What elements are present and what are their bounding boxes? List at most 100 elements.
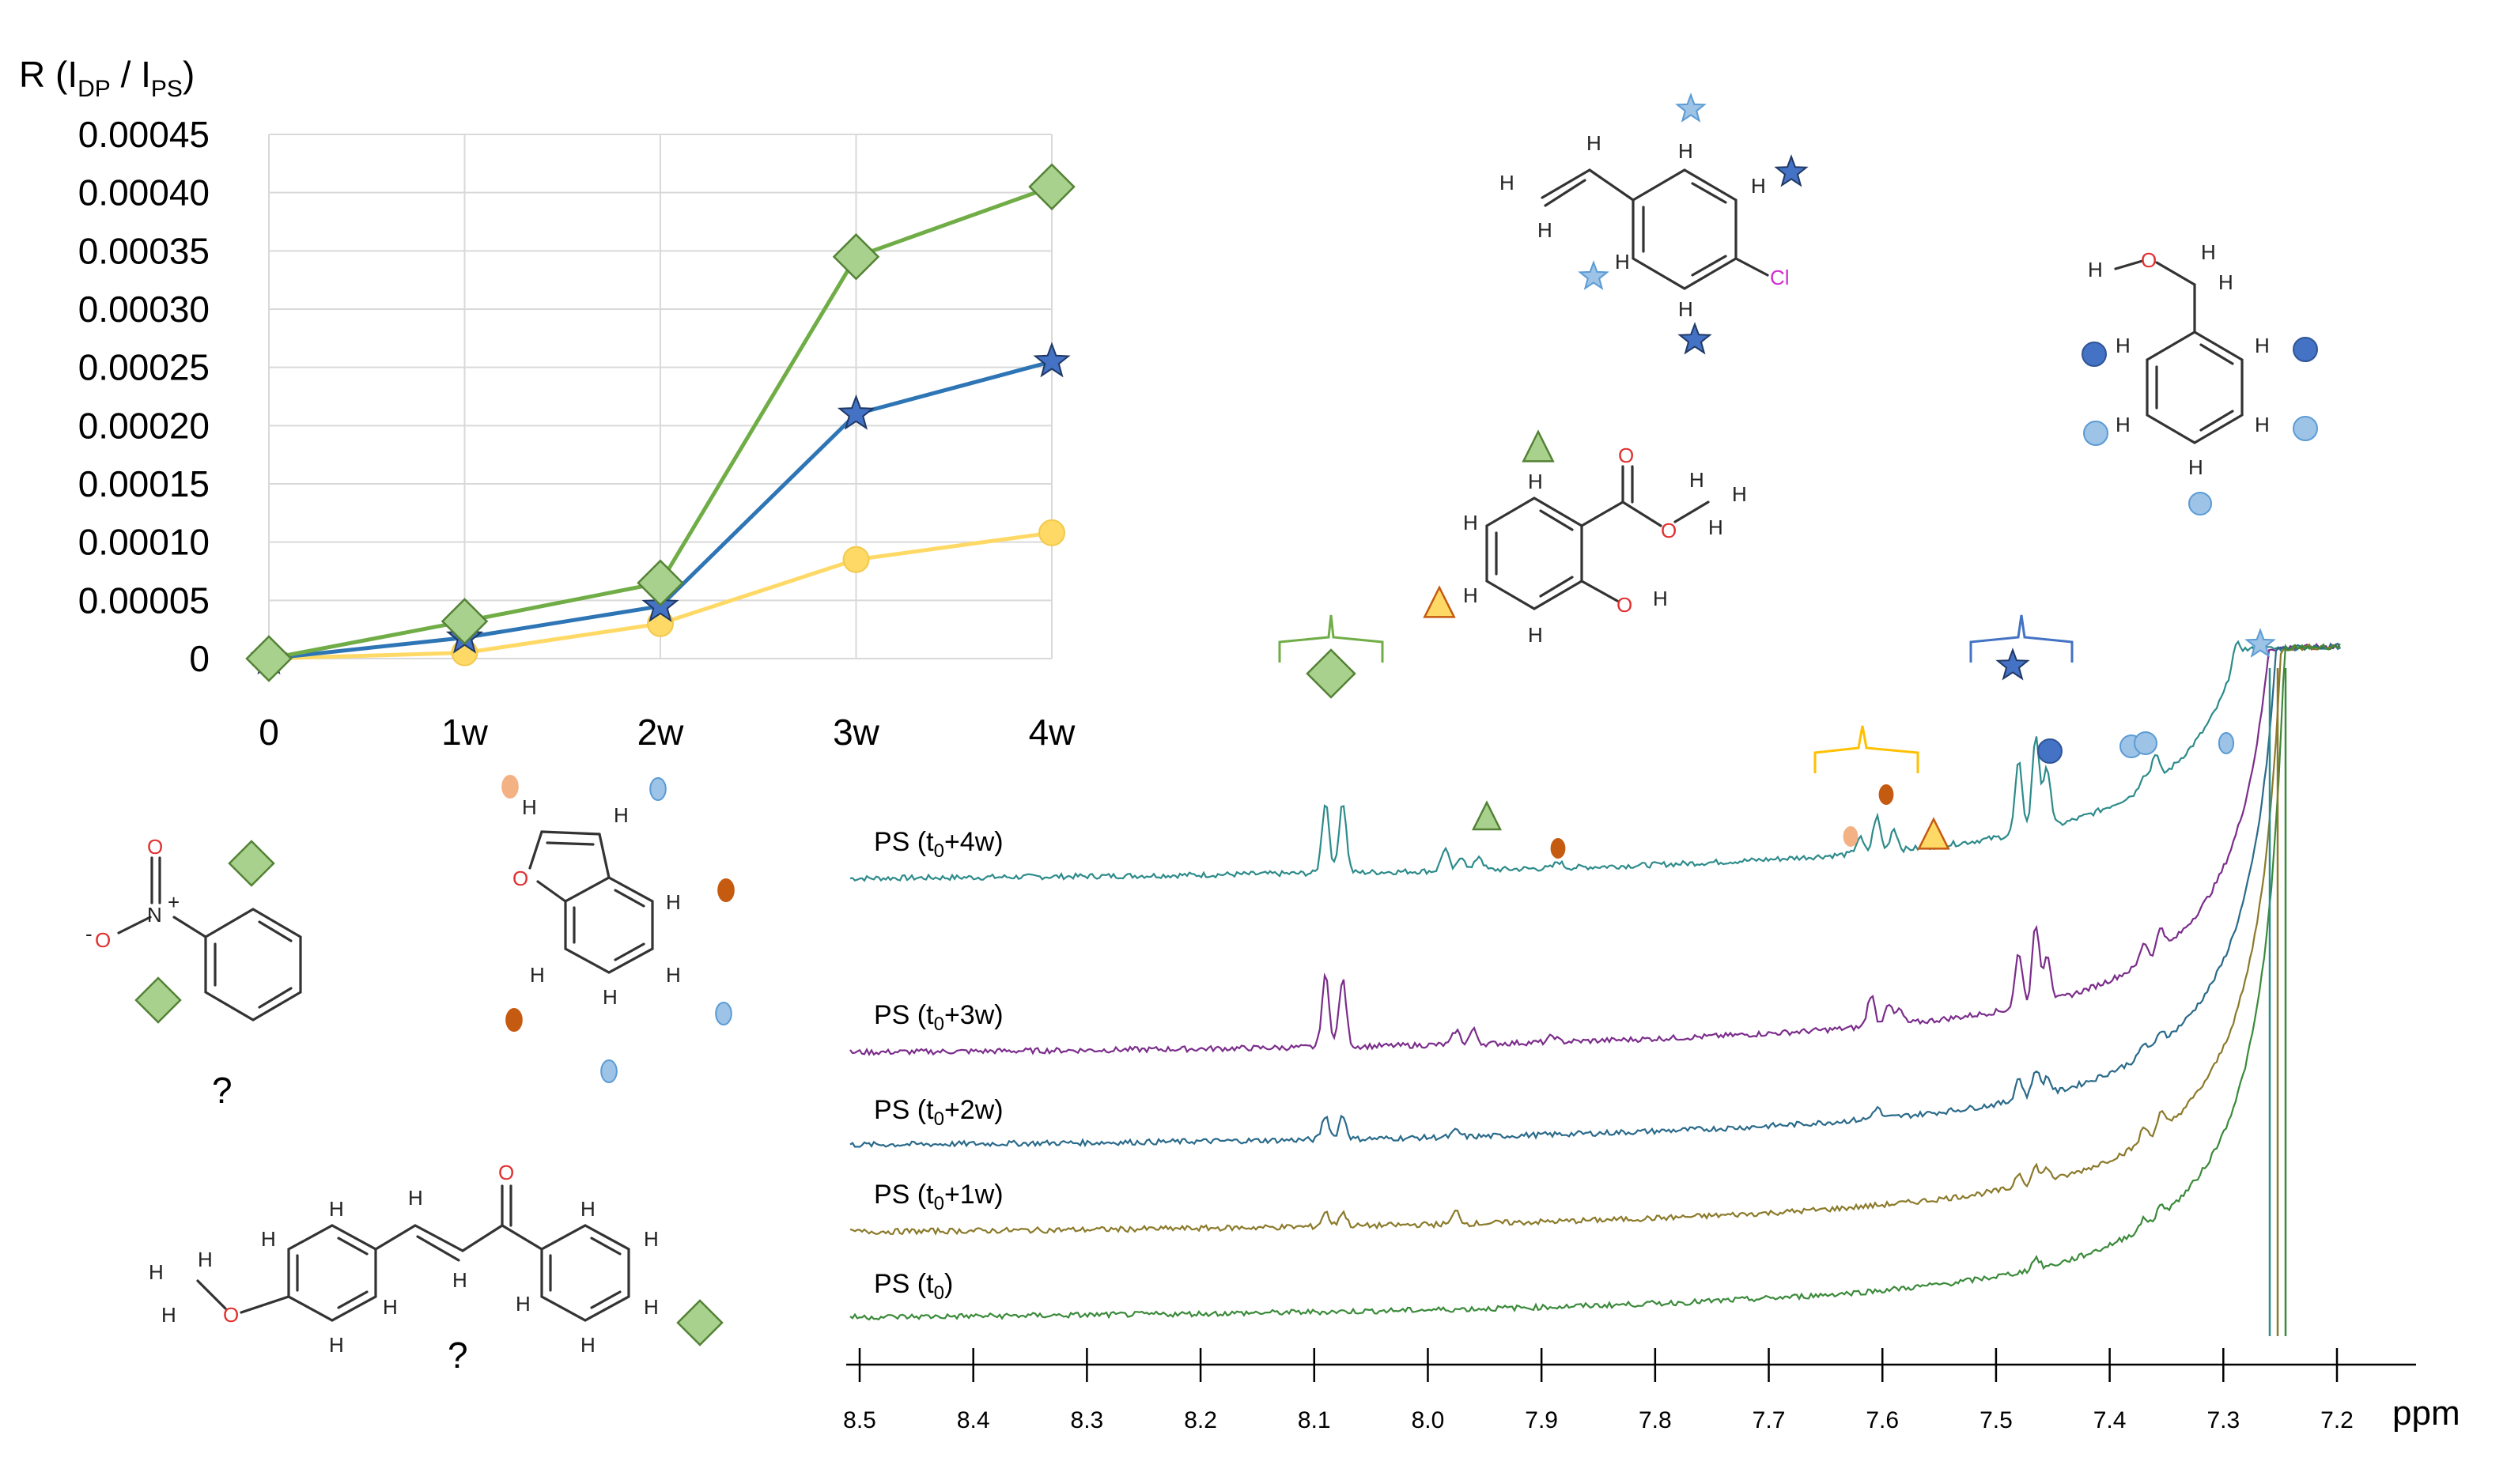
- svg-text:H: H: [580, 1197, 596, 1221]
- data-point-green-diamond: [1028, 163, 1076, 211]
- ppm-tick-label: 7.8: [1639, 1407, 1672, 1433]
- svg-text:Cl: Cl: [1770, 266, 1790, 289]
- svg-text:O: O: [1617, 593, 1632, 617]
- peak-markers: [1306, 628, 2276, 859]
- molecule-benzofuran: O H H H H H H: [512, 795, 681, 1009]
- svg-text:O: O: [512, 867, 528, 890]
- mol-marker-triangle-yellow: [1423, 585, 1456, 618]
- spectrum-trace: [849, 643, 2341, 1236]
- svg-text:O: O: [223, 1303, 239, 1327]
- svg-text:H: H: [580, 1333, 596, 1357]
- svg-text:H: H: [1586, 131, 1601, 155]
- svg-text:H: H: [2255, 413, 2270, 436]
- svg-text:H: H: [2088, 258, 2103, 281]
- ppm-tick-label: 7.6: [1866, 1407, 1899, 1433]
- svg-text:H: H: [2255, 334, 2270, 357]
- brace-green: [1278, 614, 1384, 663]
- peak-marker-orange: [1878, 784, 1894, 805]
- y-tick-label: 0.00020: [78, 405, 210, 446]
- data-point-yellow-circle: [1038, 519, 1065, 546]
- svg-text:H: H: [261, 1227, 276, 1251]
- y-tick-label: 0.00030: [78, 289, 210, 330]
- ppm-tick-label: 8.4: [957, 1407, 990, 1433]
- svg-text:H: H: [1499, 171, 1514, 194]
- ppm-axis: 8.5 8.4 8.3 8.2 8.1 8.0 7.9 7.8 7.7 7.6 7.5 7.4 7.3 7…: [843, 1348, 2416, 1433]
- svg-text:+: +: [168, 890, 180, 914]
- ppm-tick-label: 8.0: [1412, 1407, 1445, 1433]
- svg-text:H: H: [329, 1333, 344, 1357]
- mol-marker-circle-lightblue: [2083, 421, 2108, 446]
- y-tick-label: 0.00025: [78, 347, 210, 388]
- svg-text:H: H: [666, 890, 681, 914]
- molecule-methyl-salicylate: O O H H H O H H H H H: [1463, 444, 1747, 647]
- svg-text:O: O: [95, 928, 111, 952]
- unknown-mark-2: ?: [448, 1335, 468, 1376]
- svg-text:H: H: [530, 963, 545, 987]
- spectra-traces: [849, 640, 2341, 1336]
- unknown-mark-1: ?: [212, 1070, 233, 1111]
- svg-text:H: H: [161, 1303, 176, 1327]
- data-point-green-diamond: [441, 598, 489, 645]
- ppm-axis-unit: ppm: [2392, 1394, 2460, 1433]
- svg-text:H: H: [1751, 174, 1766, 198]
- spectrum-trace: [849, 640, 2341, 882]
- spectrum-label: PS (t0+1w): [874, 1180, 1004, 1214]
- peak-marker-star: [1995, 648, 2030, 681]
- mol-marker-lightblue: [600, 1059, 618, 1083]
- data-point-green-diamond: [832, 232, 880, 281]
- ppm-tick-label: 8.2: [1184, 1407, 1217, 1433]
- spectrum-label: PS (t0+3w): [874, 1000, 1004, 1035]
- svg-text:H: H: [1689, 468, 1704, 492]
- mol-marker-diamond: [228, 840, 275, 887]
- y-axis-label: R (IDP / IPS): [19, 54, 195, 102]
- svg-text:H: H: [1653, 587, 1668, 610]
- y-tick-label: 0.00015: [78, 463, 210, 504]
- svg-text:H: H: [614, 803, 629, 827]
- svg-text:H: H: [1615, 250, 1630, 274]
- mol-marker-star-light: [1675, 93, 1707, 123]
- mol-marker-circle-lightblue: [2188, 492, 2212, 515]
- spectrum-label: PS (t0+4w): [874, 827, 1004, 862]
- ppm-tick-label: 8.5: [843, 1407, 876, 1433]
- svg-text:H: H: [1463, 583, 1478, 607]
- ppm-tick-label: 8.1: [1298, 1407, 1331, 1433]
- mol-marker-star: [1677, 322, 1712, 355]
- ratio-chart: R (IDP / IPS) 0 0.00005 0.00010 0.00015 0.00…: [19, 54, 1076, 753]
- svg-text:-: -: [85, 922, 93, 946]
- mol-marker-diamond: [134, 976, 182, 1024]
- mol-marker-star: [1774, 154, 1809, 187]
- svg-text:H: H: [149, 1260, 164, 1284]
- svg-text:H: H: [383, 1295, 398, 1319]
- peak-marker-peach: [1843, 826, 1859, 847]
- spectrum-trace: [849, 643, 2341, 1321]
- mol-marker-orange: [717, 878, 735, 902]
- y-axis-ticks: 0 0.00005 0.00010 0.00015 0.00020 0.00025 0.00…: [78, 114, 210, 679]
- y-tick-label: 0.00045: [78, 114, 210, 155]
- svg-text:H: H: [516, 1292, 531, 1316]
- peak-marker-triangle-yellow: [1917, 817, 1950, 850]
- svg-text:H: H: [1678, 139, 1693, 163]
- svg-text:H: H: [198, 1248, 213, 1271]
- ppm-tick-label: 7.4: [2093, 1407, 2127, 1433]
- spectrum-trace: [849, 642, 2341, 1148]
- data-point-blue-star: [837, 394, 875, 430]
- mol-marker-triangle-green: [1522, 429, 1555, 463]
- svg-text:H: H: [666, 963, 681, 987]
- molecule-methoxychalcone: O O H H H H H H H H H H H H H H: [149, 1161, 659, 1357]
- svg-text:H: H: [1708, 515, 1723, 539]
- spectrum-trace: [849, 643, 2341, 1057]
- mol-marker-orange: [505, 1008, 523, 1032]
- mol-marker-lightblue: [649, 777, 667, 801]
- series-markers: [245, 163, 1076, 682]
- svg-text:H: H: [2188, 455, 2203, 479]
- svg-text:O: O: [498, 1161, 514, 1184]
- svg-text:O: O: [147, 835, 163, 859]
- svg-text:N: N: [147, 903, 162, 927]
- ppm-tick-label: 7.9: [1525, 1407, 1558, 1433]
- ppm-tick-label: 7.3: [2206, 1407, 2240, 1433]
- svg-text:H: H: [1528, 623, 1543, 647]
- svg-text:H: H: [2218, 270, 2233, 294]
- spectrum-label: PS (t0): [874, 1269, 953, 1304]
- spectrum-label: PS (t0+2w): [874, 1095, 1004, 1130]
